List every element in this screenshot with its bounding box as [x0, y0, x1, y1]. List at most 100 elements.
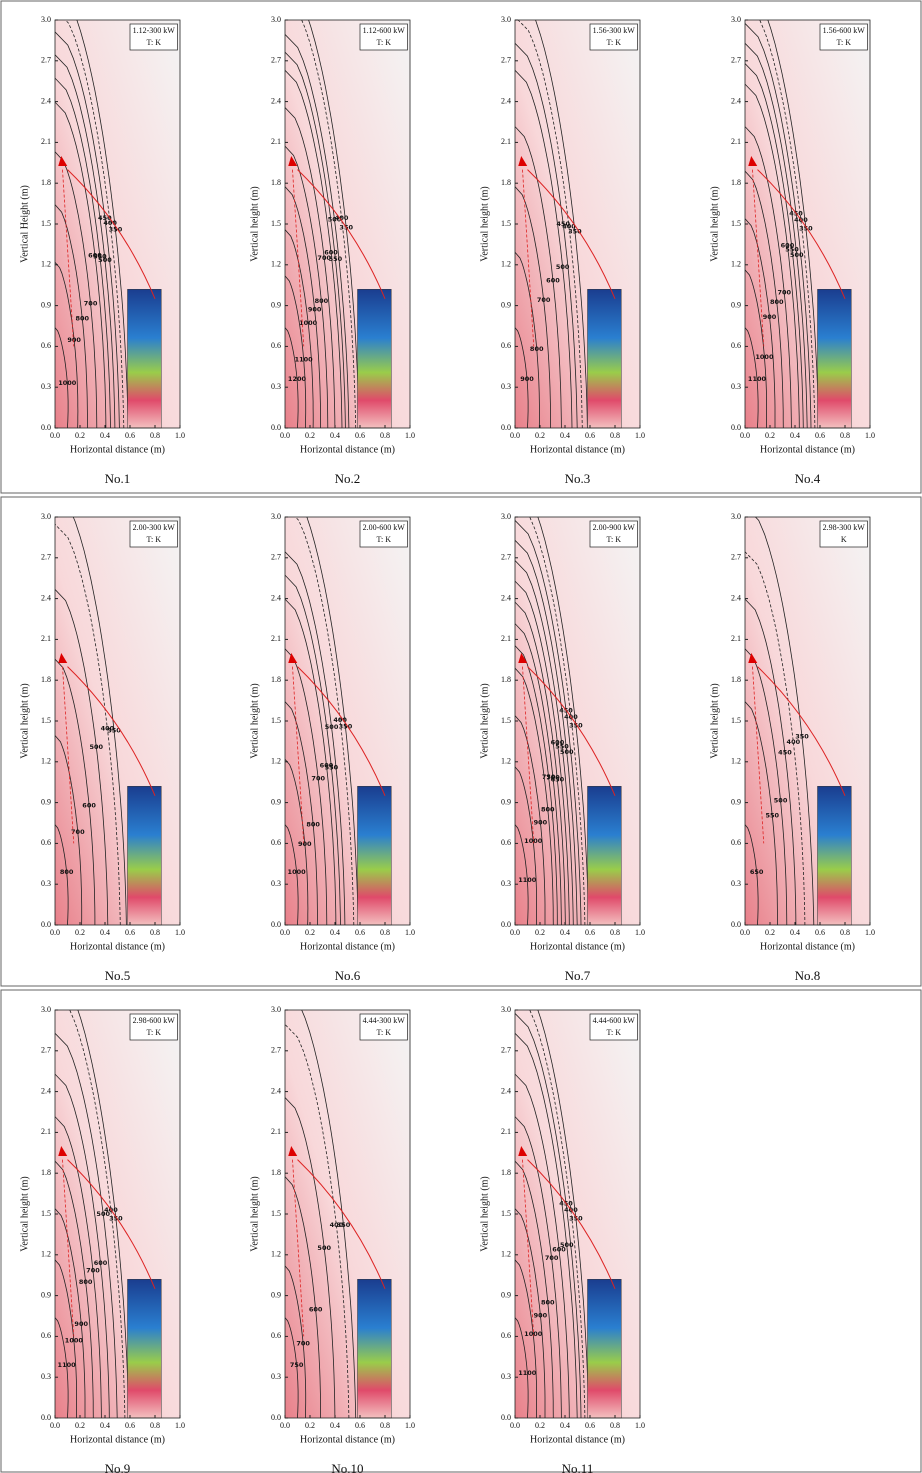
y-tick-label: 2.4: [271, 96, 281, 105]
contour-line: [55, 1208, 86, 1418]
contour-label: 400: [103, 219, 117, 227]
x-tick-label: 0.4: [330, 1421, 340, 1430]
contour-label: 400: [787, 738, 801, 746]
inset-photo: [357, 786, 392, 926]
x-tick-label: 0.4: [100, 928, 110, 937]
contour-label: 600: [88, 251, 102, 259]
flame-height-line: [62, 1159, 75, 1337]
x-tick-label: 0.8: [610, 431, 620, 440]
y-tick-label: 3.0: [271, 1005, 281, 1014]
contour-label: 500: [560, 748, 574, 756]
y-tick-label: 2.4: [731, 96, 741, 105]
x-tick-label: 1.0: [405, 431, 415, 440]
contour-label: 500: [90, 743, 104, 751]
contour-line: [55, 524, 121, 925]
y-tick-label: 1.5: [271, 219, 281, 228]
contour-line: [55, 824, 69, 925]
y-tick-label: 0.9: [501, 1290, 511, 1299]
contour-label: 1000: [299, 319, 318, 327]
panel-title: 2.00-300 kW: [133, 523, 176, 532]
contour-label: 350: [569, 721, 583, 729]
flame-height-line: [752, 666, 765, 844]
y-tick-label: 1.2: [731, 260, 741, 269]
contour-line: [759, 20, 816, 428]
y-tick-label: 0.0: [271, 920, 281, 929]
y-tick-label: 0.0: [501, 920, 511, 929]
title-box: [359, 1013, 408, 1041]
y-tick-label: 0.3: [41, 382, 51, 391]
y-tick-label: 1.5: [271, 1209, 281, 1218]
contour-line: [515, 1259, 537, 1418]
x-tick-label: 0.8: [610, 1421, 620, 1430]
y-tick-label: 2.7: [501, 1046, 511, 1055]
contour-label: 600: [309, 1305, 323, 1313]
contour-label: 400: [562, 223, 576, 231]
contour-label: 1100: [518, 1369, 537, 1377]
flame-tip: [288, 653, 298, 663]
contour-line: [55, 735, 83, 925]
inset-photo: [357, 1279, 392, 1419]
x-tick-label: 0.6: [585, 928, 595, 937]
contour-label: 350: [795, 733, 809, 741]
x-tick-label: 0.0: [280, 928, 290, 937]
contour-label: 600: [320, 761, 334, 769]
contour-label: 400: [333, 716, 347, 724]
panel-title: 4.44-600 kW: [593, 1016, 636, 1025]
y-tick-label: 2.4: [41, 1086, 51, 1095]
y-tick-label: 0.3: [731, 382, 741, 391]
x-axis-label: Horizontal distance (m): [70, 1434, 165, 1445]
contour-line: [285, 598, 337, 925]
contour-line: [745, 327, 759, 428]
x-tick-label: 0.2: [75, 1421, 85, 1430]
x-tick-label: 0.2: [535, 1421, 545, 1430]
contour-label: 450: [778, 748, 792, 756]
contour-label: 800: [79, 1278, 93, 1286]
contour-line: [515, 540, 578, 925]
flame-height-line: [62, 169, 75, 347]
y-tick-label: 2.4: [271, 593, 281, 602]
contour-line: [517, 20, 583, 428]
y-tick-label: 1.5: [501, 219, 511, 228]
x-tick-label: 0.8: [150, 928, 160, 937]
contour-line: [515, 1033, 578, 1418]
y-axis-label: Vertical height (m): [479, 1176, 490, 1252]
y-tick-label: 2.1: [731, 137, 741, 146]
x-tick-label: 1.0: [635, 431, 645, 440]
contour-line: [537, 1010, 590, 1418]
contour-line: [294, 517, 355, 925]
y-tick-label: 1.2: [501, 1250, 511, 1259]
x-tick-label: 0.0: [50, 431, 60, 440]
contour-line: [515, 601, 566, 925]
y-tick-label: 0.9: [41, 300, 51, 309]
panel-subtitle: T: K: [147, 1028, 162, 1037]
x-axis-label: Horizontal distance (m): [760, 941, 855, 952]
flame-height-line: [522, 666, 535, 844]
contour-line: [285, 1097, 336, 1418]
contour-label: 600: [324, 249, 338, 257]
contour-line: [285, 327, 299, 428]
contour-label: 1100: [748, 375, 767, 383]
contour-line: [515, 327, 529, 428]
y-axis-label: Vertical Height (m): [19, 185, 30, 263]
y-tick-label: 1.2: [271, 1250, 281, 1259]
contour-label: 500: [556, 263, 570, 271]
y-tick-label: 0.3: [271, 879, 281, 888]
panel-title: 1.12-600 kW: [363, 26, 406, 35]
contour-line: [55, 151, 98, 428]
x-axis-label: Horizontal distance (m): [530, 1434, 625, 1445]
x-tick-label: 0.0: [740, 431, 750, 440]
y-tick-label: 0.6: [41, 341, 51, 350]
y-tick-label: 0.0: [41, 920, 51, 929]
y-tick-label: 2.7: [41, 1046, 51, 1055]
x-tick-label: 0.4: [330, 928, 340, 937]
contour-line: [515, 766, 537, 925]
y-axis-label: Vertical height (m): [709, 683, 720, 759]
flame-arrow: [67, 1159, 156, 1289]
contour-label: 550: [329, 255, 343, 263]
contour-line: [745, 83, 800, 428]
contour-line: [55, 327, 69, 428]
title-box: [359, 520, 408, 548]
flame-height-line: [752, 169, 765, 347]
y-tick-label: 1.8: [501, 675, 511, 684]
